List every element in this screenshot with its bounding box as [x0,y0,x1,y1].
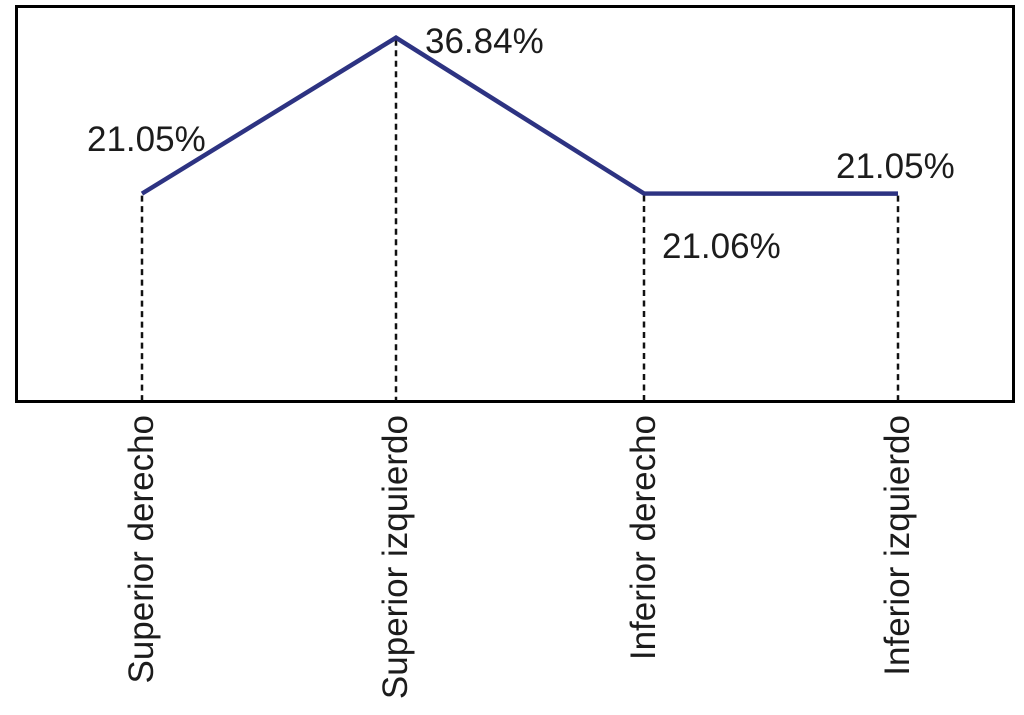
point-value-label-1: 36.84% [425,22,544,61]
category-label-2: Inferior derecho [624,415,663,661]
point-value-label-3: 21.05% [836,147,955,186]
point-value-label-2: 21.06% [662,227,781,266]
category-label-0: Superior derecho [122,415,161,684]
series-line [140,35,899,196]
plot-frame [15,5,1015,403]
point-value-label-0: 21.05% [87,120,206,159]
category-label-3: Inferior izquierdo [878,415,917,676]
guide-lines [140,39,900,401]
category-label-1: Superior izquierdo [376,415,415,700]
